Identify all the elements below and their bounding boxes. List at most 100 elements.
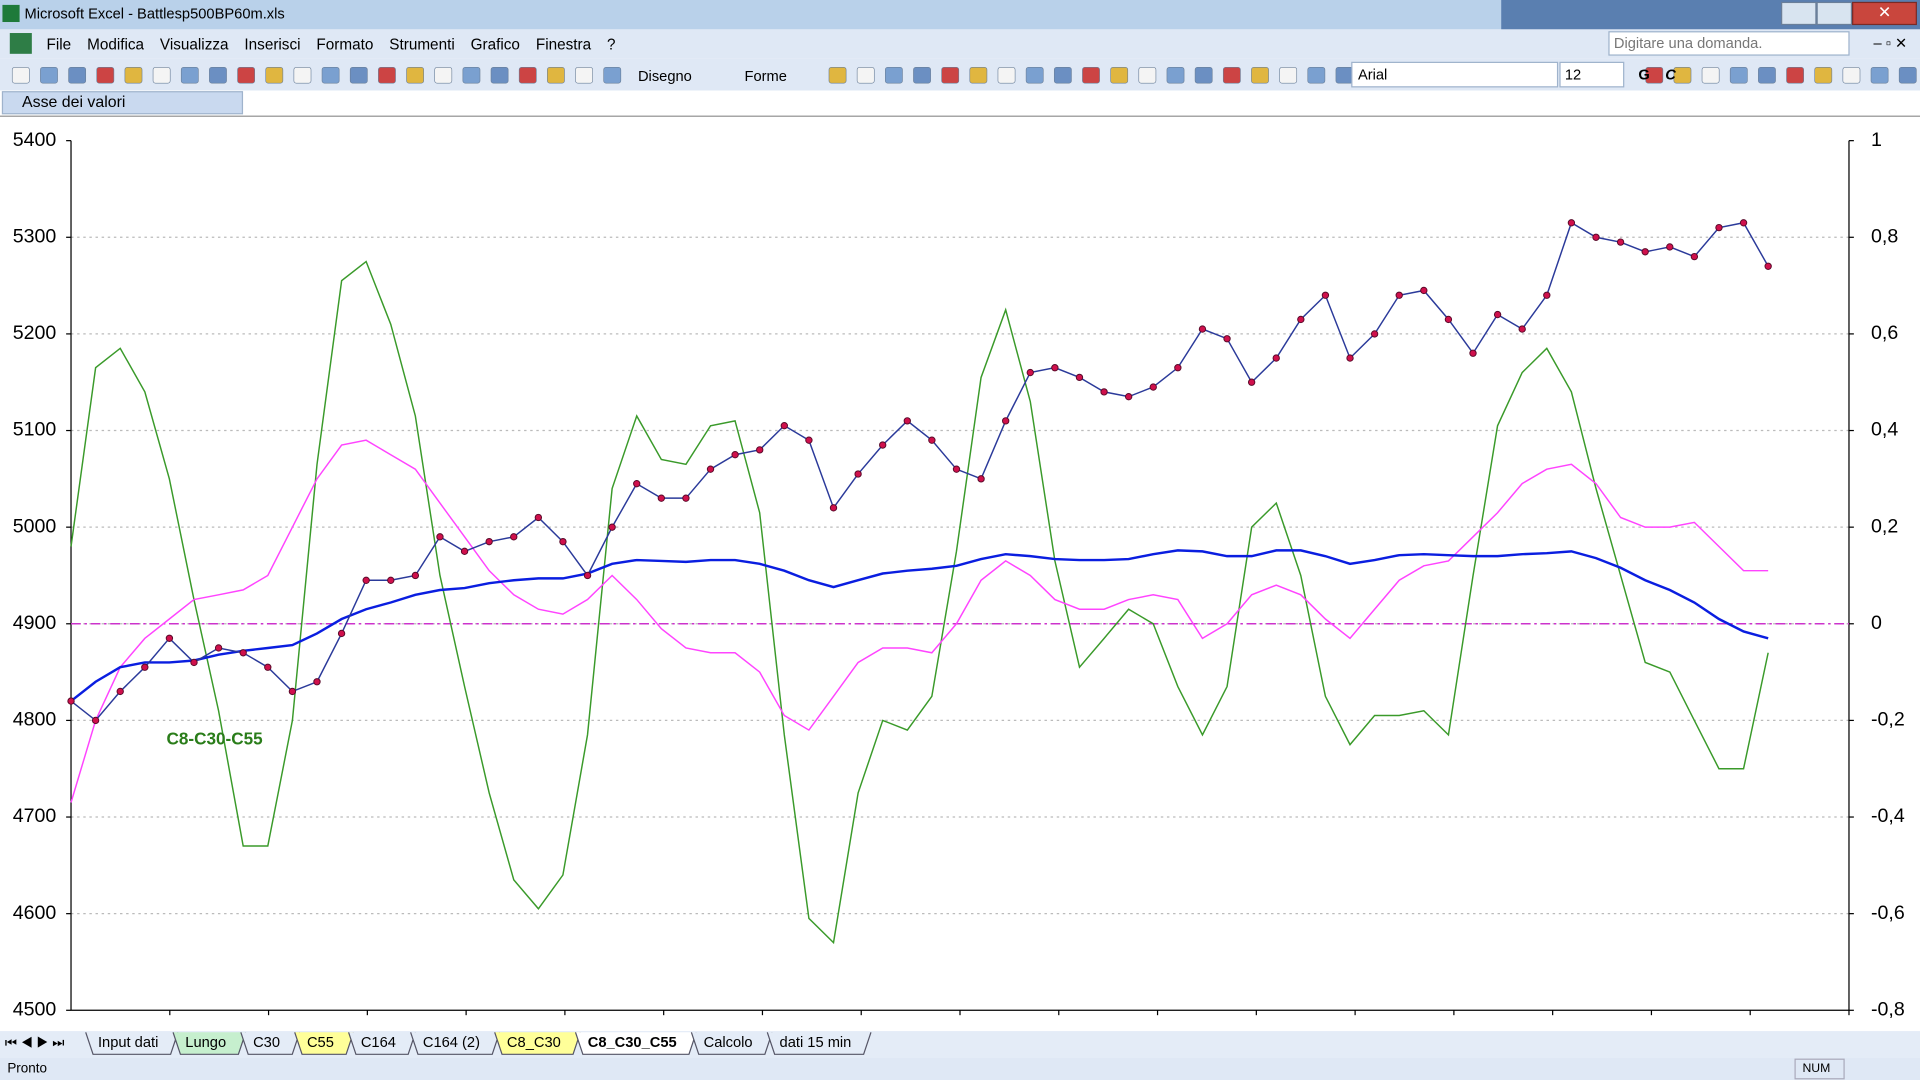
- toolbar-icon[interactable]: [1307, 66, 1326, 84]
- y-tick-label: 5400: [13, 129, 57, 151]
- sheet-tab[interactable]: Lungo: [172, 1032, 247, 1055]
- toolbar-icon[interactable]: [1870, 66, 1889, 84]
- menu-item[interactable]: Strumenti: [389, 36, 454, 53]
- toolbar-icon[interactable]: [1842, 66, 1861, 84]
- menu-item[interactable]: Modifica: [87, 36, 144, 53]
- data-point: [1592, 233, 1600, 241]
- menu-item[interactable]: Grafico: [471, 36, 520, 53]
- toolbar-icon[interactable]: [828, 66, 847, 84]
- data-point: [1174, 364, 1182, 372]
- toolbar-icon[interactable]: [40, 66, 58, 84]
- toolbar-icon[interactable]: [96, 66, 115, 84]
- toolbar-icon[interactable]: [1053, 66, 1072, 84]
- toolbar-icon[interactable]: [547, 66, 565, 84]
- drawing-button[interactable]: Disegno: [638, 69, 692, 85]
- data-point: [1493, 310, 1502, 319]
- toolbar-icon[interactable]: [1729, 66, 1748, 84]
- toolbar-icon[interactable]: [180, 66, 199, 84]
- toolbar-icon[interactable]: [1335, 66, 1354, 84]
- toolbar-icon[interactable]: [1673, 66, 1692, 84]
- toolbar-icon[interactable]: [378, 66, 396, 84]
- toolbar-icon[interactable]: [941, 66, 960, 84]
- chart: 4500 4600 4700 4800 4900 5000 5100 5200 5300 5400…: [0, 117, 1920, 1032]
- maximize-button[interactable]: [1816, 1, 1853, 26]
- toolbar-icon[interactable]: [152, 66, 171, 84]
- toolbar-icon[interactable]: [490, 66, 509, 84]
- sheet-tab[interactable]: C164: [348, 1032, 417, 1055]
- minimize-button[interactable]: [1781, 1, 1817, 26]
- menu-item[interactable]: Formato: [316, 36, 373, 53]
- close-button[interactable]: [1852, 1, 1917, 26]
- toolbar-icon[interactable]: [237, 66, 255, 84]
- sheet-tab[interactable]: dati 15 min: [766, 1032, 872, 1055]
- toolbar-icon[interactable]: [406, 66, 424, 84]
- help-box[interactable]: [1608, 31, 1850, 56]
- toolbar-icon[interactable]: [856, 66, 875, 84]
- toolbar-icon[interactable]: [1082, 66, 1100, 84]
- data-point: [1666, 243, 1674, 251]
- bold-button[interactable]: G: [1638, 68, 1649, 84]
- menu-item[interactable]: Visualizza: [160, 36, 229, 53]
- y2-tick-label: 0,8: [1871, 225, 1898, 247]
- toolbar-icon[interactable]: [1645, 66, 1664, 84]
- sheet-tab[interactable]: Input dati: [85, 1032, 179, 1055]
- toolbar-icon[interactable]: [293, 66, 312, 84]
- sheet-tab-shape: [410, 1032, 501, 1055]
- toolbar-icon[interactable]: [603, 66, 622, 84]
- sheet-tab[interactable]: C30: [240, 1032, 301, 1055]
- toolbar-icon[interactable]: [1251, 66, 1269, 84]
- toolbar-icon[interactable]: [462, 66, 481, 84]
- toolbar-icon[interactable]: [913, 66, 931, 84]
- shapes-button[interactable]: Forme: [744, 69, 786, 85]
- toolbar-icon[interactable]: [997, 66, 1016, 84]
- toolbar-icon[interactable]: [1786, 66, 1804, 84]
- sheet-tab[interactable]: C164 (2): [410, 1032, 501, 1055]
- sheet-tab[interactable]: C55: [294, 1032, 355, 1055]
- toolbar-icon[interactable]: [1701, 66, 1720, 84]
- name-box[interactable]: [1, 91, 244, 115]
- data-point: [657, 494, 666, 502]
- toolbar-icon[interactable]: [1025, 66, 1044, 84]
- menu-item[interactable]: Finestra: [536, 36, 592, 53]
- toolbar-icon[interactable]: [1194, 66, 1213, 84]
- toolbar-icon[interactable]: [11, 66, 30, 84]
- data-point: [1395, 291, 1403, 299]
- menu-item[interactable]: Inserisci: [244, 36, 300, 53]
- toolbar-icon[interactable]: [1279, 66, 1298, 84]
- toolbar-icon[interactable]: [209, 66, 227, 84]
- data-point: [1321, 291, 1330, 299]
- toolbar-icon[interactable]: [265, 66, 284, 84]
- y2-tick-label: -0,4: [1871, 805, 1905, 827]
- sheet-tab[interactable]: Calcolo: [690, 1032, 773, 1055]
- chart-annotation: C8-C30-C55: [167, 729, 264, 749]
- italic-button[interactable]: C: [1665, 68, 1676, 84]
- toolbar-icon[interactable]: [1110, 66, 1129, 84]
- toolbar-icon[interactable]: [1166, 66, 1185, 84]
- toolbar-icon[interactable]: [124, 66, 143, 84]
- data-point: [1051, 364, 1059, 372]
- toolbar-icon[interactable]: [68, 66, 87, 84]
- toolbar-icon[interactable]: [321, 66, 340, 84]
- sheet-tab[interactable]: C8_C30_C55: [574, 1032, 697, 1055]
- toolbar-icon[interactable]: [885, 66, 903, 84]
- toolbar-icon[interactable]: [575, 66, 593, 84]
- toolbar-icon[interactable]: [1222, 66, 1241, 84]
- toolbar-icon[interactable]: [969, 66, 988, 84]
- toolbar-icon[interactable]: [1898, 66, 1917, 84]
- toolbar: [0, 58, 1920, 91]
- y2-tick-label: 0: [1871, 612, 1882, 634]
- toolbar-icon[interactable]: [1814, 66, 1833, 84]
- toolbar-icon[interactable]: [434, 66, 453, 84]
- toolbar-icon[interactable]: [1758, 66, 1776, 84]
- y-tick-label: 5300: [13, 225, 57, 247]
- menu-item[interactable]: File: [47, 36, 72, 53]
- y2-tick-label: 0,4: [1871, 419, 1898, 441]
- toolbar-icon[interactable]: [518, 66, 537, 84]
- toolbar-icon[interactable]: [349, 66, 368, 84]
- font-box[interactable]: [1351, 61, 1559, 88]
- menu-item[interactable]: ?: [607, 36, 616, 53]
- font-size-box[interactable]: [1559, 61, 1625, 88]
- sheet-tab[interactable]: C8_C30: [494, 1032, 581, 1055]
- toolbar-icon[interactable]: [1138, 66, 1157, 84]
